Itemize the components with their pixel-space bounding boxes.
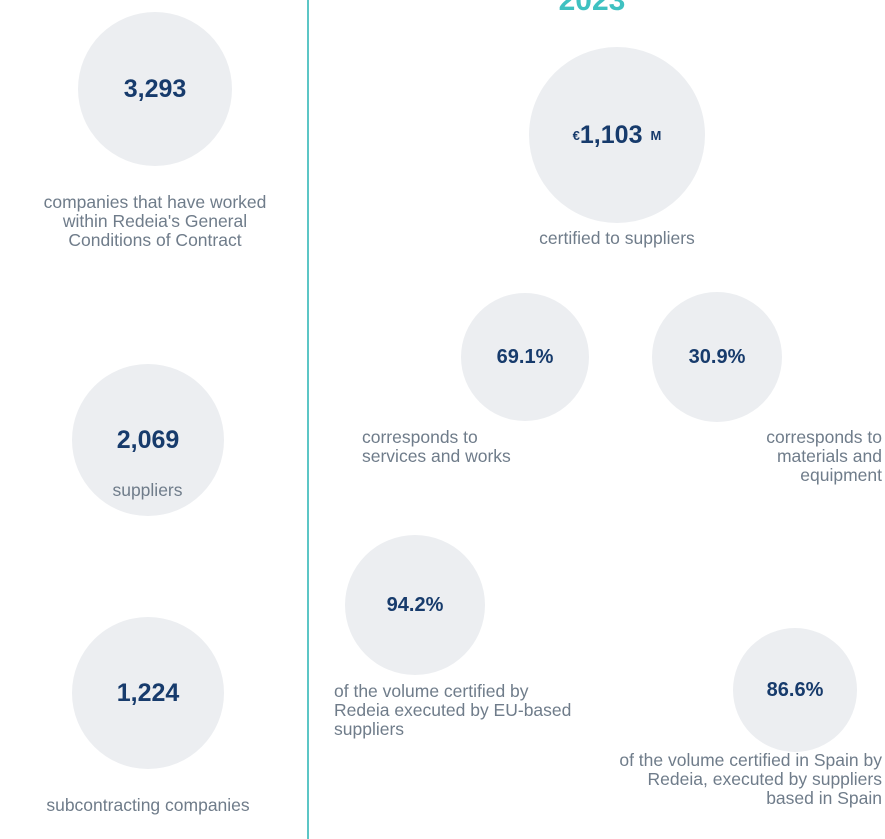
main-stat-value: 1,103 [579, 120, 643, 149]
stat-circle: 86.6% [733, 628, 857, 752]
main-stat-circle: €1,103 M [529, 47, 705, 223]
stat-label: subcontracting companies [46, 795, 250, 815]
stat-circle: 94.2% [345, 535, 485, 675]
main-stat-label: certified to suppliers [539, 228, 695, 248]
stat-label: of the volume certified by Redeia execut… [334, 681, 572, 739]
stat-label: corresponds to materials and equipment [766, 427, 882, 485]
stat-label: of the volume certified in Spain by Rede… [619, 750, 882, 808]
year-heading: 2023 [558, 0, 626, 17]
stat-circle: 2,069 [72, 364, 224, 516]
stat-label: corresponds to services and works [362, 427, 511, 466]
stat-label: companies that have worked within Redeia… [43, 192, 267, 250]
stat-circle: 69.1% [461, 293, 589, 421]
stat-circle: 3,293 [78, 12, 232, 166]
divider [307, 0, 309, 839]
stat-circle: 1,224 [72, 617, 224, 769]
unit: M [650, 127, 662, 143]
stat-label: suppliers [112, 480, 183, 500]
currency: € [572, 127, 580, 143]
stat-circle: 30.9% [652, 292, 782, 422]
